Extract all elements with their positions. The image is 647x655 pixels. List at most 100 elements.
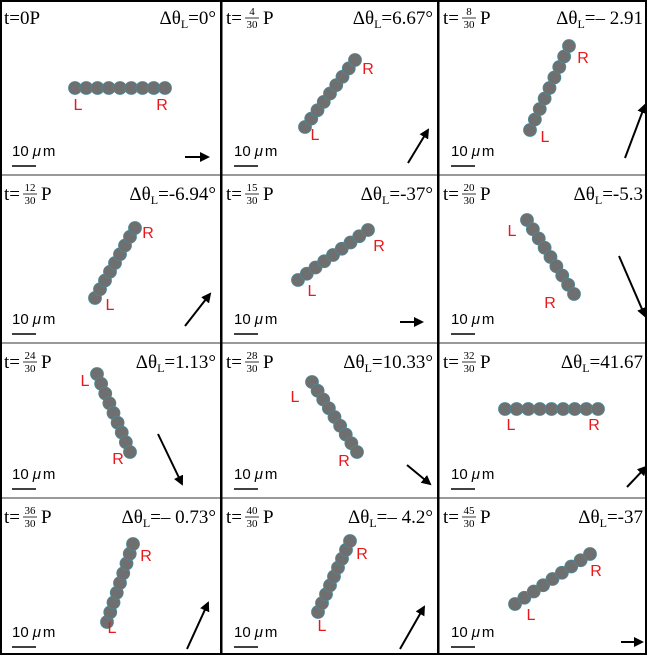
scale-mu: μ xyxy=(471,143,480,160)
angle-equals: = xyxy=(150,507,161,528)
bead xyxy=(343,534,357,548)
left-end-label: L xyxy=(311,127,320,144)
bead xyxy=(521,402,536,416)
time-denominator: 30 xyxy=(25,195,37,207)
time-label: t= xyxy=(4,184,20,205)
direction-arrow xyxy=(399,605,425,650)
scale-value: 10 xyxy=(12,624,29,641)
time-prefix: t= xyxy=(4,8,20,29)
time-label: t= xyxy=(443,352,459,373)
scale-m: m xyxy=(482,466,495,483)
time-numerator: 32 xyxy=(464,350,475,362)
scale-mu: μ xyxy=(254,143,263,160)
scale-m: m xyxy=(43,311,56,328)
scale-mu: μ xyxy=(254,311,263,328)
angle-label: ΔθL=-5.3 xyxy=(574,184,643,207)
time-numerator: 24 xyxy=(25,350,37,362)
bead xyxy=(544,402,559,416)
time-prefix: t= xyxy=(4,184,20,205)
scale-mu: μ xyxy=(32,624,41,641)
time-denominator: 30 xyxy=(247,518,259,530)
bead xyxy=(579,402,594,416)
angle-label: ΔθL=41.67 xyxy=(561,352,643,375)
time-numerator: 20 xyxy=(464,182,476,194)
bead xyxy=(361,223,375,237)
scale-value: 10 xyxy=(451,624,468,641)
angle-symbol: Δθ xyxy=(361,184,382,205)
left-end-label: L xyxy=(541,129,550,146)
scale-bar-label: 10 μ m xyxy=(234,624,277,641)
direction-arrow xyxy=(626,465,647,488)
angle-label: ΔθL=1.13° xyxy=(136,352,216,375)
time-label: t= xyxy=(4,507,20,528)
time-prefix: t= xyxy=(226,507,242,528)
time-numerator: 8 xyxy=(466,6,472,18)
right-end-label: R xyxy=(356,546,368,563)
angle-symbol: Δθ xyxy=(122,507,143,528)
direction-arrow xyxy=(407,128,430,164)
time-denominator: 30 xyxy=(464,363,476,375)
bead xyxy=(591,402,605,416)
time-label: t= xyxy=(226,352,242,373)
time-label: t= xyxy=(443,184,459,205)
angle-label: ΔθL=-6.94° xyxy=(129,184,216,207)
bead xyxy=(567,287,581,301)
angle-subscript: L xyxy=(143,516,150,530)
angle-label: ΔθL=– 0.73° xyxy=(122,507,217,530)
direction-arrow xyxy=(157,433,184,486)
time-unit: P xyxy=(263,507,274,528)
direction-arrow xyxy=(618,255,647,318)
time-denominator: 30 xyxy=(247,19,259,31)
time-label: t= xyxy=(226,184,242,205)
angle-symbol: Δθ xyxy=(136,352,157,373)
time-prefix: t= xyxy=(4,352,20,373)
time-numerator: 40 xyxy=(247,505,259,517)
bead xyxy=(126,537,140,551)
time-label: t= xyxy=(443,8,459,29)
bead xyxy=(532,402,547,416)
angle-label: ΔθL=– 4.2° xyxy=(348,507,433,530)
angle-label: ΔθL=-37 xyxy=(578,507,643,530)
row-divider xyxy=(0,174,647,176)
time-label: t=0P xyxy=(4,8,40,29)
time-unit: P xyxy=(480,507,491,528)
scale-bar-label: 10 μ m xyxy=(234,143,277,160)
bead xyxy=(498,402,512,416)
angle-subscript: L xyxy=(595,193,602,207)
scale-value: 10 xyxy=(234,466,251,483)
scale-bar-label: 10 μ m xyxy=(12,143,55,160)
right-end-label: R xyxy=(142,225,154,242)
right-end-label: R xyxy=(156,97,168,114)
time-unit: P xyxy=(263,8,274,29)
angle-equals: = xyxy=(158,184,169,205)
angle-value: -6.94° xyxy=(169,184,216,205)
scale-mu: μ xyxy=(471,624,480,641)
bead xyxy=(583,547,597,561)
angle-value: -5.3 xyxy=(613,184,643,205)
row-divider xyxy=(0,342,647,344)
time-prefix: t= xyxy=(443,507,459,528)
time-denominator: 30 xyxy=(464,19,476,31)
scale-m: m xyxy=(43,143,56,160)
left-end-label: L xyxy=(507,417,516,434)
angle-subscript: L xyxy=(374,17,381,31)
time-numerator: 28 xyxy=(247,350,259,362)
time-prefix: t= xyxy=(226,8,242,29)
left-end-label: L xyxy=(291,389,300,406)
angle-symbol: Δθ xyxy=(348,507,369,528)
angle-equals: = xyxy=(602,184,613,205)
angle-symbol: Δθ xyxy=(343,352,364,373)
angle-equals: = xyxy=(377,507,388,528)
angle-value: -37 xyxy=(618,507,643,528)
right-end-label: R xyxy=(112,451,124,468)
time-value: 0 xyxy=(20,8,30,29)
angle-subscript: L xyxy=(382,193,389,207)
scale-value: 10 xyxy=(12,466,29,483)
direction-arrow xyxy=(184,292,212,327)
time-unit: P xyxy=(480,352,491,373)
scale-mu: μ xyxy=(32,143,41,160)
time-label: t= xyxy=(226,8,242,29)
right-end-label: R xyxy=(373,238,385,255)
